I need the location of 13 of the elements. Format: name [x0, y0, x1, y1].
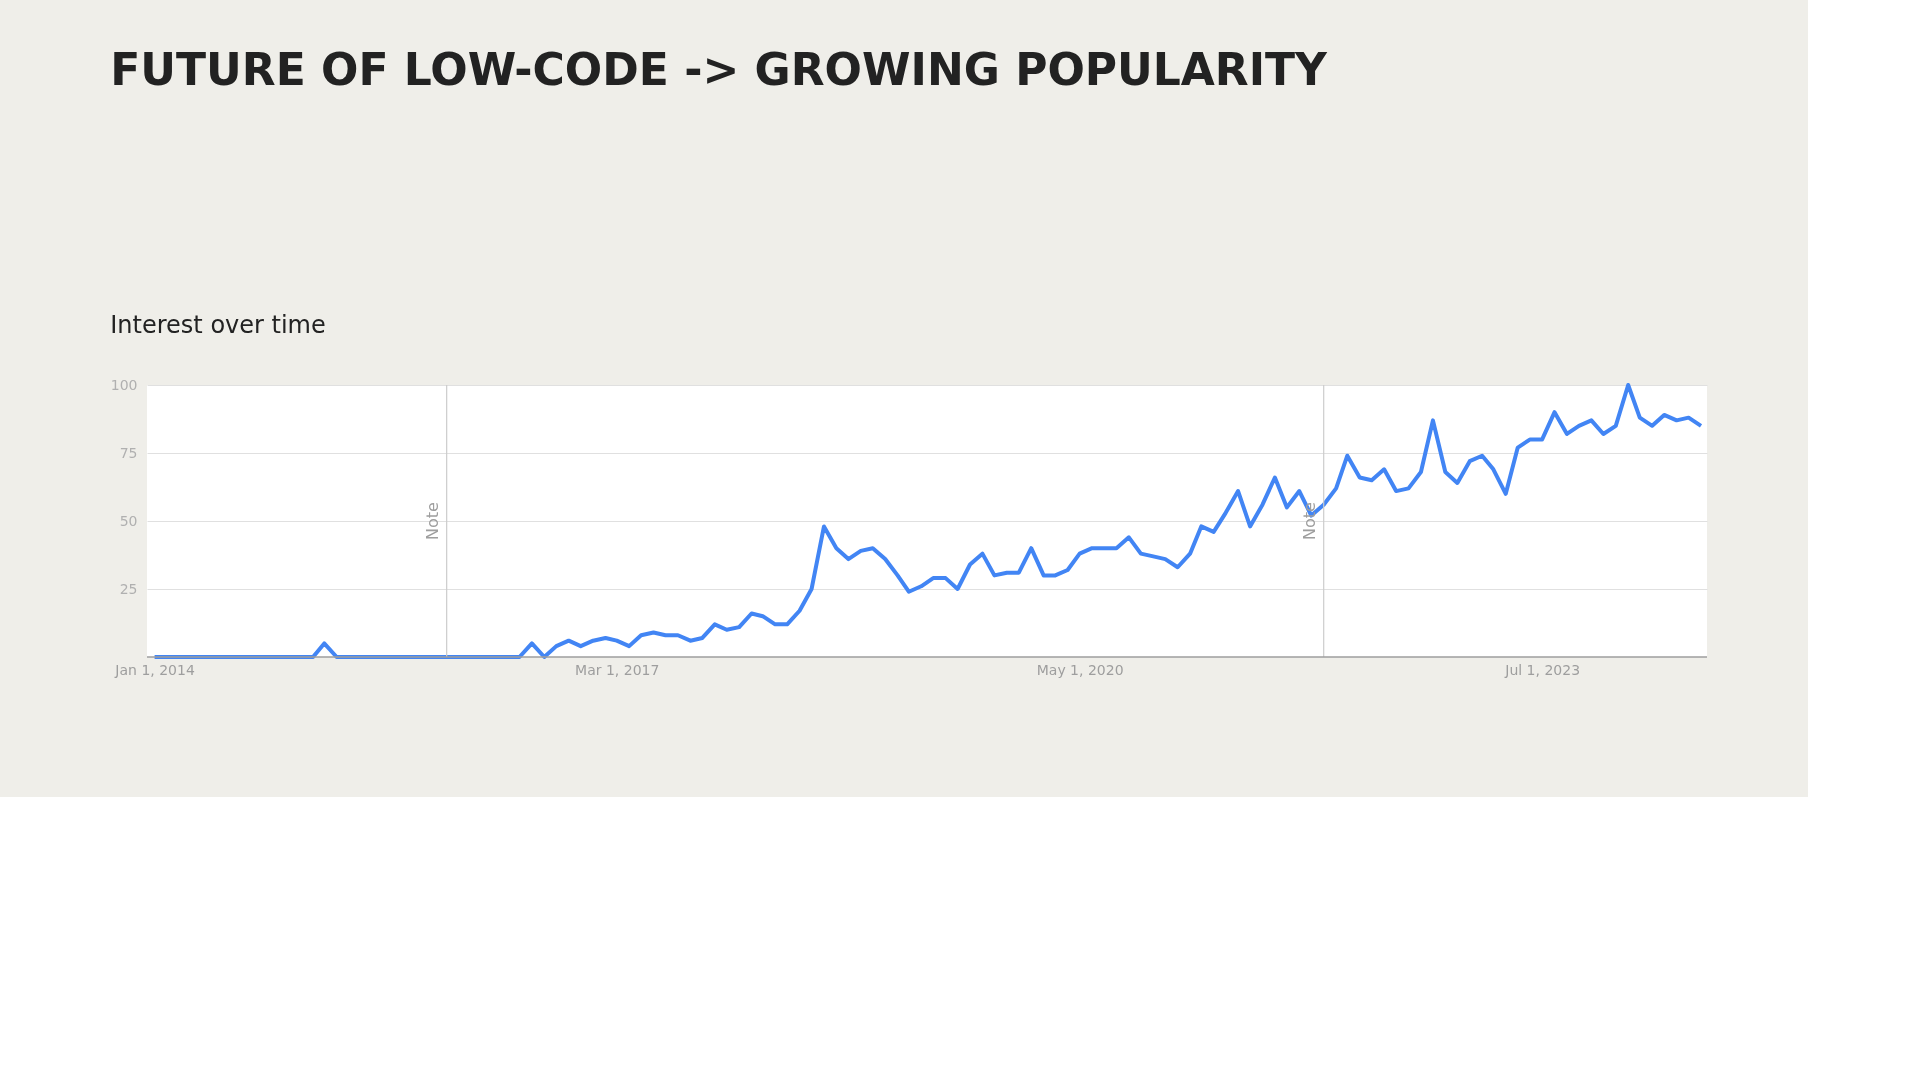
- y-tick-label: 25: [119, 580, 138, 597]
- x-tick-label: May 1, 2020: [1036, 661, 1124, 678]
- x-tick-label: Mar 1, 2017: [575, 661, 660, 678]
- ref-line-label: Note: [422, 502, 442, 540]
- line-series: [152, 383, 1703, 659]
- y-tick-label: 100: [110, 376, 138, 393]
- ref-line-label: Note: [1299, 502, 1319, 540]
- x-tick-label: Jul 1, 2023: [1504, 661, 1581, 678]
- y-tick-label: 50: [119, 512, 138, 529]
- chart-subtitle: Interest over time: [110, 311, 326, 339]
- chart-title: FUTURE OF LOW-CODE -> GROWING POPULARITY: [110, 44, 1329, 95]
- y-tick-label: 75: [119, 444, 138, 461]
- x-tick-label: Jan 1, 2014: [114, 661, 195, 678]
